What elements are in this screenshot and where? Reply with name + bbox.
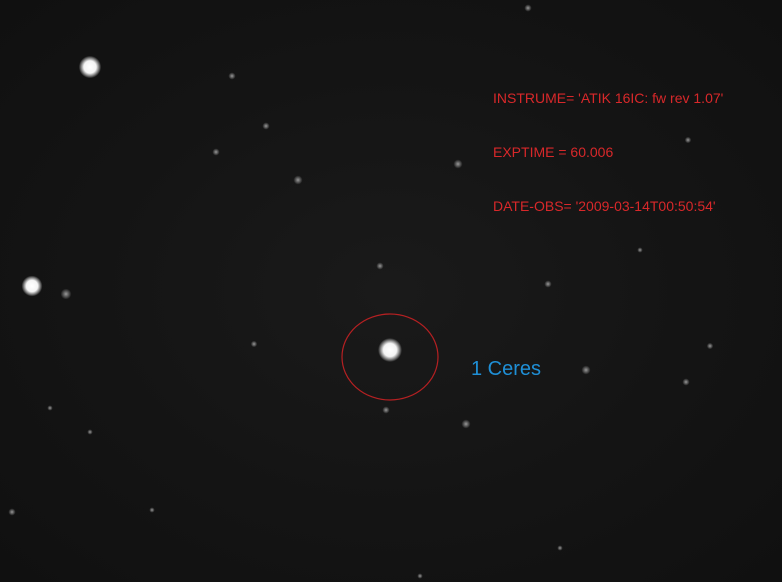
faint-star (228, 72, 236, 80)
faint-star (682, 378, 690, 386)
target-circle (341, 313, 439, 401)
bright-star (78, 55, 102, 79)
faint-star (417, 573, 423, 579)
faint-star (581, 365, 591, 375)
faint-star (293, 175, 303, 185)
faint-star (557, 545, 563, 551)
faint-star (706, 342, 714, 350)
faint-star (544, 280, 552, 288)
faint-star (524, 4, 532, 12)
fits-header: INSTRUME= 'ATIK 16IC: fw rev 1.07' EXPTI… (493, 53, 723, 251)
faint-star (87, 429, 93, 435)
faint-star (376, 262, 384, 270)
faint-star (149, 507, 155, 513)
exptime-line: EXPTIME = 60.006 (493, 144, 614, 160)
instrument-line: INSTRUME= 'ATIK 16IC: fw rev 1.07' (493, 90, 724, 106)
bright-star (378, 338, 402, 362)
date-obs-line: DATE-OBS= '2009-03-14T00:50:54' (493, 198, 716, 214)
target-label: 1 Ceres (471, 358, 542, 380)
bright-star (21, 275, 43, 297)
faint-star (461, 419, 471, 429)
faint-star (47, 405, 53, 411)
faint-star (8, 508, 16, 516)
faint-star (250, 340, 258, 348)
faint-star (60, 288, 72, 300)
faint-star (684, 136, 692, 144)
faint-star (453, 159, 463, 169)
faint-star (212, 148, 220, 156)
faint-star (382, 406, 390, 414)
faint-star (637, 247, 643, 253)
faint-star (262, 122, 270, 130)
